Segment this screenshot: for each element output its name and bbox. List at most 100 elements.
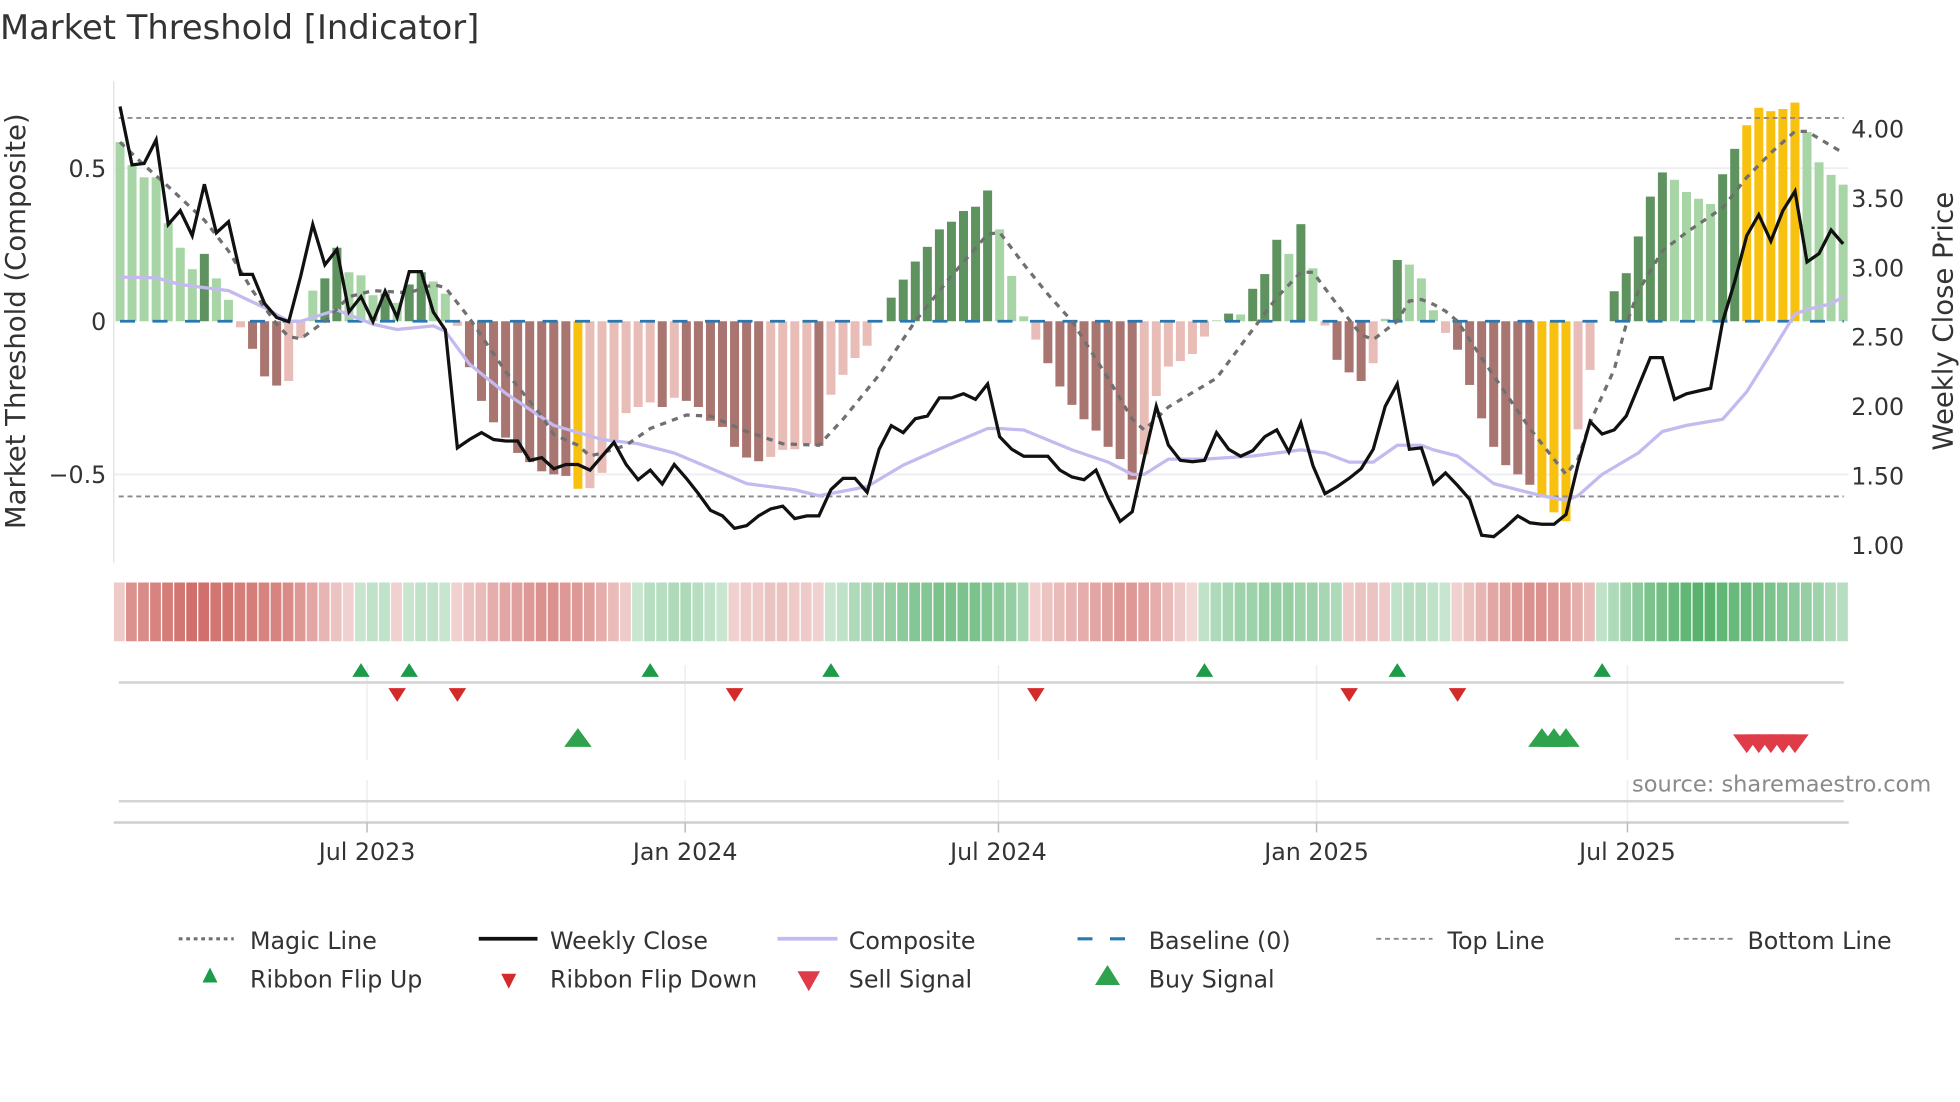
composite-bar (272, 321, 282, 386)
ribbon-cell (1800, 582, 1812, 642)
left-tick-label: 0 (91, 308, 106, 336)
ribbon-cell (571, 582, 583, 642)
ribbon-cell (1427, 582, 1439, 642)
composite-bar (344, 272, 354, 322)
composite-bar (1055, 321, 1065, 387)
composite-bar (1802, 131, 1812, 322)
ribbon-cell (861, 582, 872, 642)
composite-bar (1441, 321, 1450, 333)
composite-bar (440, 293, 450, 322)
ribbon-flip-up-marker (641, 663, 659, 677)
ribbon-flip-up-marker (1593, 663, 1611, 677)
ribbon-cell (1186, 582, 1198, 642)
ribbon-cell (138, 582, 149, 642)
composite-bar (1718, 174, 1728, 322)
composite-bar (1175, 321, 1185, 362)
composite-bar (1838, 184, 1848, 322)
composite-bar (260, 321, 270, 377)
ribbon-cell (1788, 582, 1800, 642)
buy-signal-marker (564, 728, 592, 747)
ribbon-cell (234, 582, 246, 642)
ribbon-cell (1222, 582, 1234, 642)
composite-bar (163, 223, 173, 322)
ribbon-cell (415, 582, 426, 642)
composite-bar (1260, 274, 1270, 322)
ribbon-cell (1511, 582, 1523, 642)
composite-bar (1151, 321, 1161, 396)
ribbon-cell (1102, 582, 1113, 642)
ribbon-cell (439, 582, 451, 642)
composite-bar (1669, 179, 1679, 322)
composite-bar (802, 321, 812, 444)
composite-bar (236, 321, 245, 328)
ribbon-cell (427, 582, 439, 642)
ribbon-cell (1198, 582, 1210, 642)
composite-bar (368, 295, 378, 322)
composite-bar (1127, 321, 1137, 480)
ribbon-flip-down-marker (448, 688, 467, 702)
ribbon-cell (897, 582, 908, 642)
ribbon-cell (210, 582, 222, 642)
x-tick-label: Jan 2024 (631, 838, 738, 866)
ribbon-cell (1318, 582, 1330, 642)
ribbon-cell (1065, 582, 1077, 642)
ribbon-cell (1138, 582, 1149, 642)
legend-buy-label: Buy Signal (1149, 966, 1275, 994)
ribbon-cell (981, 582, 993, 642)
composite-bar (1200, 321, 1209, 337)
composite-bar (477, 321, 487, 401)
ribbon-cell (1463, 582, 1475, 642)
ribbon-flip-down-marker (1340, 688, 1358, 702)
ribbon-cell (1294, 582, 1306, 642)
composite-bar (633, 321, 643, 408)
composite-bar (959, 211, 968, 322)
legend-composite-label: Composite (849, 927, 976, 955)
composite-bar (1573, 321, 1583, 430)
composite-bar (1465, 321, 1475, 385)
ribbon-cell (113, 582, 125, 642)
signal-panel-vgrid (366, 665, 1629, 823)
chart-title: Market Threshold [Indicator] (0, 8, 479, 47)
right-tick-label: 4.00 (1851, 116, 1904, 144)
legend-flip-down-icon (501, 973, 517, 989)
ribbon-cell (523, 582, 535, 642)
composite-bar (1814, 162, 1824, 322)
composite-bar (1332, 321, 1342, 360)
composite-bar (1513, 321, 1523, 475)
ribbon-cell (909, 582, 921, 642)
composite-bar (537, 321, 547, 472)
composite-bar (705, 321, 715, 421)
composite-bar (549, 321, 559, 475)
ribbon-cell (342, 582, 354, 642)
composite-bar (1477, 321, 1487, 419)
gridlines (113, 167, 1849, 476)
composite-bar (151, 177, 161, 322)
composite-bar (573, 321, 583, 489)
composite-bar (1561, 321, 1571, 522)
weekly-close-line (118, 106, 1845, 539)
composite-bar (320, 278, 330, 322)
composite-bar (1320, 321, 1330, 326)
composite-bar (922, 246, 932, 322)
source-label: source: sharemaestro.com (1632, 771, 1931, 797)
composite-bar (428, 281, 438, 322)
ribbon-cell (1728, 582, 1740, 642)
ribbon-cell (812, 582, 824, 642)
ribbon-cell (379, 582, 390, 642)
ribbon-cell (1053, 582, 1065, 642)
ribbon-flip-up-marker (400, 663, 418, 677)
composite-bar (1621, 273, 1631, 322)
ribbon-cell (162, 582, 173, 642)
composite-bar (1031, 321, 1041, 340)
composite-bar (513, 321, 523, 453)
left-tick-label: 0.5 (68, 155, 106, 183)
ribbon-cell (1210, 582, 1222, 642)
composite-bar (669, 321, 679, 398)
ribbon-cell (150, 582, 161, 642)
ribbon-cell (873, 582, 884, 642)
right-tick-label: 2.50 (1851, 324, 1904, 352)
composite-bar (115, 142, 125, 322)
composite-bar (1272, 239, 1282, 322)
sell-signal-marker (1781, 734, 1809, 754)
